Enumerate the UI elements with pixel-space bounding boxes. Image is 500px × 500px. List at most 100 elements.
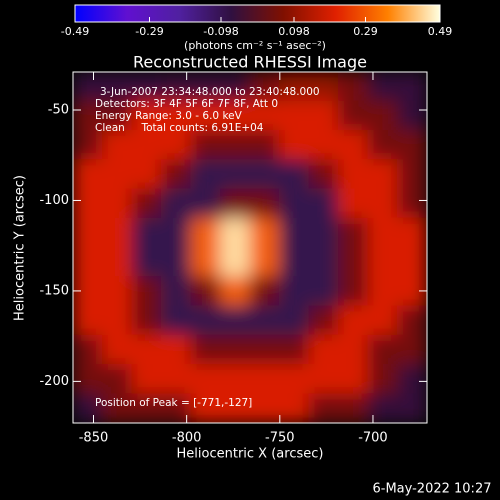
pixel [397,100,427,131]
pixel [308,100,339,131]
pixel [397,130,427,161]
pixel [308,247,339,278]
colorbar-tick-label: 0.49 [428,25,453,38]
pixel [367,72,398,102]
pixel [308,217,339,248]
pixel [190,305,221,336]
pixel [190,247,221,278]
pixel [220,393,251,423]
pixel [249,130,280,161]
image-cells [73,72,427,423]
chart-title: Reconstructed RHESSI Image [133,53,367,72]
pixel [220,305,251,336]
pixel [190,100,221,131]
pixel [220,364,251,395]
pixel [102,334,133,365]
pixel [249,364,280,395]
pixel [397,188,427,219]
pixel [190,393,221,423]
pixel [161,276,192,307]
pixel [397,393,427,423]
pixel [73,364,103,395]
pixel [102,305,133,336]
pixel [249,72,280,102]
pixel [308,276,339,307]
pixel [397,72,427,102]
y-axis-label: Heliocentric Y (arcsec) [13,175,28,321]
pixel [73,159,103,190]
pixel [131,100,162,131]
pixel [190,334,221,365]
pixel [102,159,133,190]
pixel [338,393,369,423]
pixel [338,72,369,102]
annotation: 3-Jun-2007 23:34:48.000 to 23:40:48.000 [100,86,320,98]
image [73,72,427,423]
pixel [338,130,369,161]
pixel [102,364,133,395]
y-tick-label: -200 [39,374,69,389]
pixel [279,334,310,365]
colorbar-tick-label: -0.49 [61,25,89,38]
pixel [367,100,398,131]
pixel [161,364,192,395]
pixel [279,393,310,423]
pixel [220,276,251,307]
pixel [131,159,162,190]
y-tick-label: -100 [39,193,69,208]
pixel [249,159,280,190]
annotation: Position of Peak = [-771,-127] [95,397,252,409]
x-tick-label: -850 [79,431,109,446]
x-tick-label: -700 [358,431,388,446]
pixel [367,364,398,395]
pixel [131,334,162,365]
pixel [131,276,162,307]
pixel [249,247,280,278]
pixel [131,72,162,102]
pixel [249,334,280,365]
pixel [367,393,398,423]
pixel [249,276,280,307]
pixel [338,247,369,278]
pixel [73,217,103,248]
pixel [102,217,133,248]
pixel [397,364,427,395]
pixel [73,130,103,161]
pixel [338,276,369,307]
pixel [102,247,133,278]
pixel [338,217,369,248]
pixel [338,100,369,131]
pixel [161,305,192,336]
pixel [102,393,133,423]
pixel [190,276,221,307]
pixel [279,130,310,161]
colorbar-tick-label: -0.098 [203,25,238,38]
pixel [279,100,310,131]
pixel [220,100,251,131]
pixel [73,100,103,131]
pixel [338,364,369,395]
pixel [279,364,310,395]
pixel [367,305,398,336]
pixel [102,100,133,131]
pixel [131,305,162,336]
pixel [161,188,192,219]
timestamp: 6-May-2022 10:27 [373,482,492,497]
pixel [161,334,192,365]
pixel [73,393,103,423]
pixel [338,305,369,336]
pixel [308,188,339,219]
pixel [397,159,427,190]
pixel [308,305,339,336]
pixel [397,334,427,365]
pixel [367,130,398,161]
pixel [131,130,162,161]
pixel [73,334,103,365]
pixel [161,159,192,190]
annotation: Clean Total counts: 6.91E+04 [95,122,264,134]
pixel [308,130,339,161]
pixel [338,334,369,365]
colorbar [74,4,441,23]
pixel [279,305,310,336]
y-tick-label: -50 [48,102,69,117]
